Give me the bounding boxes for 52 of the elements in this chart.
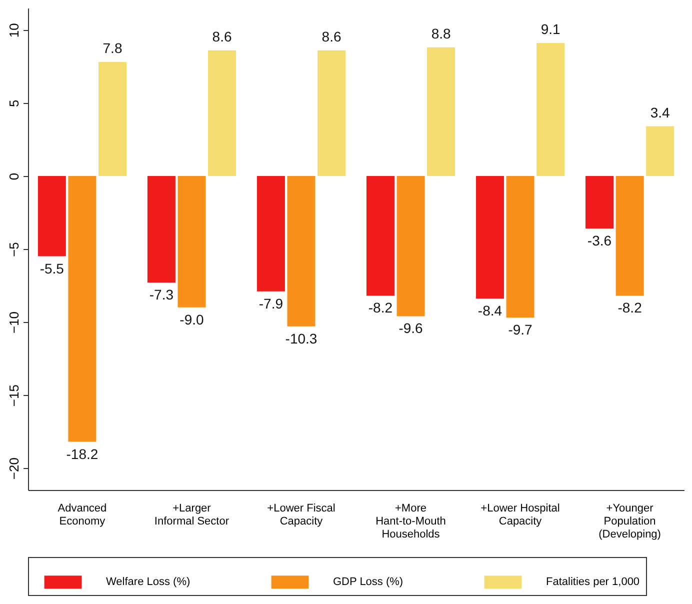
data-label: -8.2 <box>368 300 393 316</box>
data-label: -9.6 <box>398 320 424 336</box>
bar <box>208 50 236 176</box>
data-label: 3.4 <box>650 104 670 120</box>
data-label: -7.9 <box>258 295 284 312</box>
data-label: 8.6 <box>322 28 342 44</box>
y-tick-label: −20 <box>6 458 22 480</box>
bar <box>506 176 534 318</box>
legend-label: Welfare Loss (%) <box>106 576 190 588</box>
data-label: 8.8 <box>431 25 451 42</box>
data-label: -9.0 <box>180 311 204 328</box>
y-tick-label: 10 <box>6 23 22 38</box>
bar <box>98 62 127 176</box>
x-tick-label: Advanced Economy <box>58 502 107 528</box>
x-tick-label: +Larger Informal Sector <box>154 502 230 528</box>
y-tick-label: −5 <box>6 242 22 257</box>
data-label: 7.8 <box>102 40 122 56</box>
bar <box>585 176 614 229</box>
y-tick-label: −15 <box>6 384 22 407</box>
bar <box>476 176 504 299</box>
data-label: -10.3 <box>285 330 318 346</box>
bar <box>38 176 66 256</box>
data-label: -3.6 <box>587 232 612 249</box>
legend-label: Fatalities per 1,000 <box>546 576 640 588</box>
bar <box>616 176 644 296</box>
x-tick-label: +Younger Population (Developing) <box>598 502 661 540</box>
data-label: 9.1 <box>540 21 561 38</box>
legend-label: GDP Loss (%) <box>333 576 404 588</box>
data-label: -7.3 <box>149 286 174 303</box>
x-tick-label: +More Hant-to-Mouth Households <box>376 502 446 540</box>
data-label: -9.7 <box>508 322 533 338</box>
bar <box>536 43 565 176</box>
y-tick-label: 5 <box>6 100 22 108</box>
data-label: -8.2 <box>618 300 642 316</box>
bar <box>287 176 316 326</box>
bar <box>366 176 394 296</box>
bar <box>427 47 456 176</box>
data-label: -8.4 <box>478 302 502 319</box>
data-label: -18.2 <box>66 446 98 462</box>
bar <box>147 176 176 283</box>
bar <box>178 176 206 308</box>
data-label: 8.6 <box>212 28 232 44</box>
bar <box>318 50 346 176</box>
x-tick-label: +Lower Fiscal Capacity <box>267 502 336 528</box>
bar <box>256 176 285 292</box>
x-tick-label: +Lower Hospital Capacity <box>480 502 560 528</box>
bar <box>68 176 96 442</box>
bar <box>396 176 425 316</box>
y-tick-label: 0 <box>6 172 22 180</box>
bar <box>646 126 674 176</box>
data-label: -5.5 <box>40 260 64 276</box>
y-tick-label: −10 <box>6 312 22 334</box>
